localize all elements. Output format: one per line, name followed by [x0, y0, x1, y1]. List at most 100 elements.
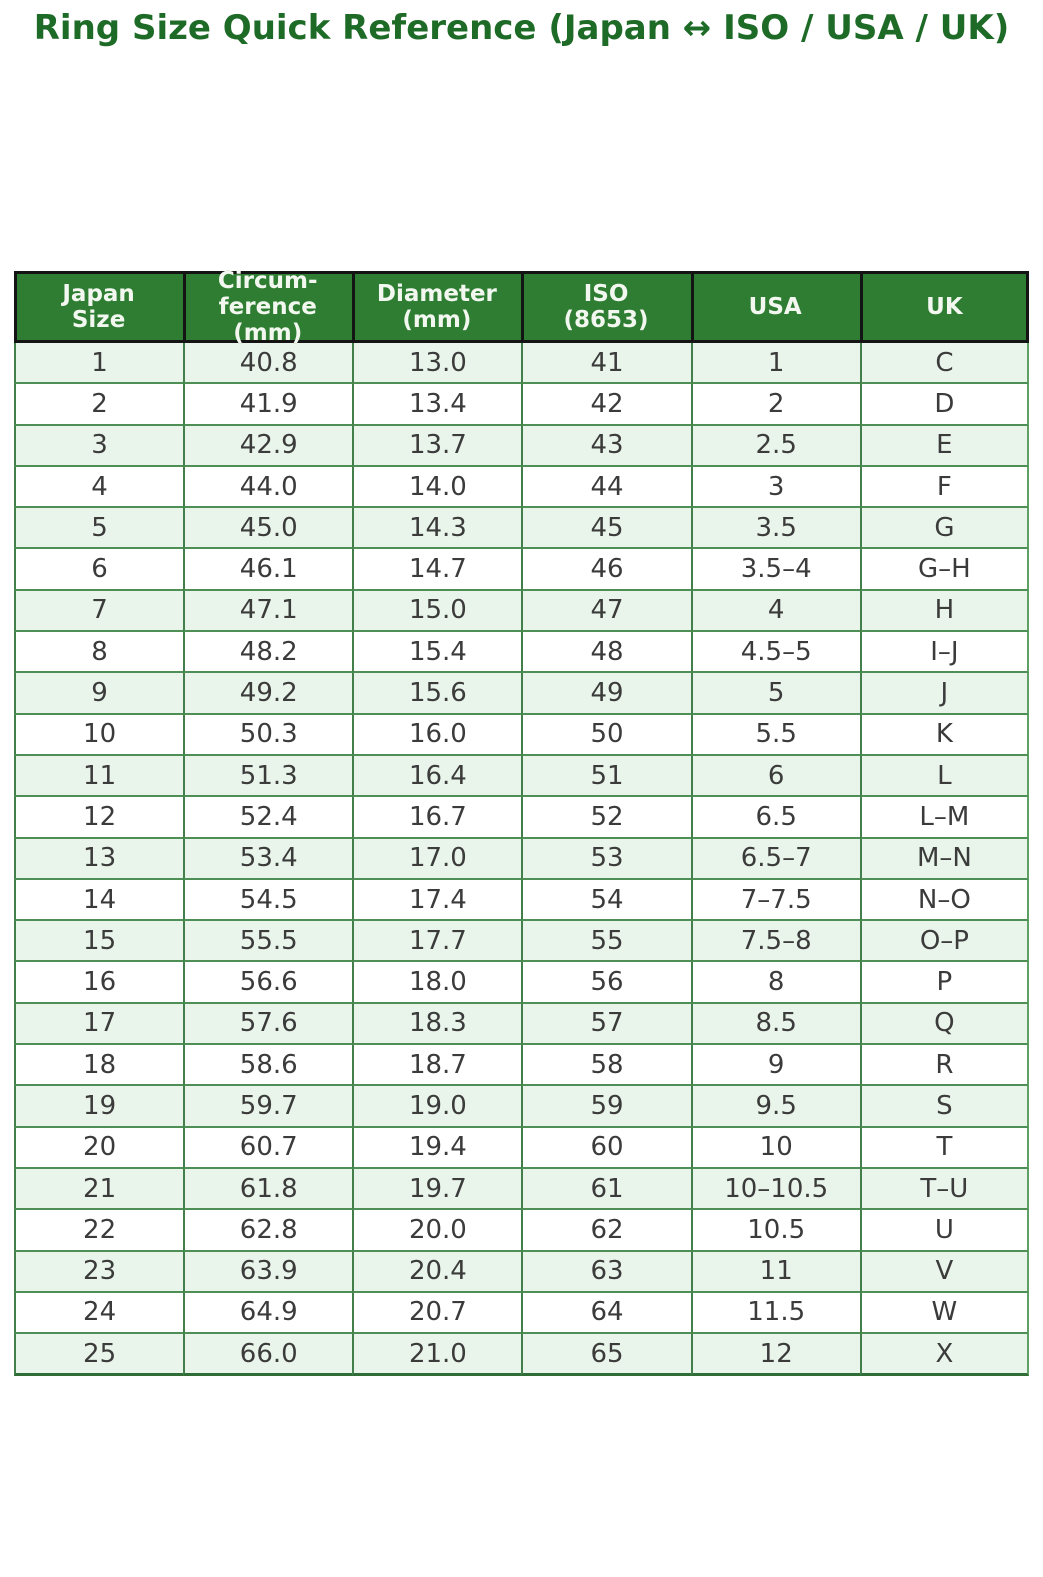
cell-diameter: 17.0: [352, 838, 522, 880]
cell-japan: 21: [14, 1168, 184, 1211]
cell-circumference: 46.1: [183, 549, 353, 591]
cell-uk: G: [859, 508, 1029, 550]
cell-usa: 10–10.5: [690, 1168, 860, 1211]
cell-diameter: 16.7: [352, 797, 522, 839]
cell-usa: 6: [690, 755, 860, 798]
cell-uk: N–O: [859, 879, 1029, 922]
cell-circumference: 61.8: [183, 1168, 353, 1211]
cell-japan: 8: [14, 632, 184, 674]
cell-iso: 61: [521, 1168, 691, 1211]
page-title: Ring Size Quick Reference (Japan ↔ ISO /…: [33, 8, 1010, 48]
cell-iso: 56: [521, 962, 691, 1004]
col-header-uk: UK UK: [859, 271, 1029, 343]
cell-usa: 7.5–8: [690, 921, 860, 963]
col-header-usa-label: USA: [748, 294, 802, 320]
cell-diameter: 18.7: [352, 1045, 522, 1087]
cell-iso: 51: [521, 755, 691, 798]
cell-uk: P: [859, 962, 1029, 1004]
cell-circumference: 59.7: [183, 1086, 353, 1128]
cell-japan: 3: [14, 425, 184, 467]
cell-japan: 15: [14, 921, 184, 963]
cell-uk: C: [859, 343, 1029, 385]
cell-circumference: 54.5: [183, 879, 353, 922]
cell-uk: I–J: [859, 632, 1029, 674]
table-row: 6 46.1 14.7 46 3.5–4 G–H: [14, 549, 1029, 591]
table-row: 4 44.0 14.0 44 3 F: [14, 466, 1029, 509]
table-row: 17 57.6 18.3 57 8.5 Q: [14, 1003, 1029, 1046]
cell-japan: 19: [14, 1086, 184, 1128]
cell-iso: 42: [521, 384, 691, 426]
cell-diameter: 17.4: [352, 879, 522, 922]
cell-circumference: 49.2: [183, 673, 353, 715]
cell-circumference: 44.0: [183, 466, 353, 509]
col-header-uk-label: UK: [926, 294, 963, 320]
cell-uk: T–U: [859, 1168, 1029, 1211]
cell-iso: 60: [521, 1127, 691, 1169]
table-row: 1 40.8 13.0 41 1 C: [14, 343, 1029, 385]
cell-usa: 8.5: [690, 1003, 860, 1046]
cell-iso: 53: [521, 838, 691, 880]
cell-usa: 11.5: [690, 1292, 860, 1335]
cell-uk: L–M: [859, 797, 1029, 839]
table-row: 19 59.7 19.0 59 9.5 S: [14, 1086, 1029, 1128]
cell-usa: 2: [690, 384, 860, 426]
table-row: 21 61.8 19.7 61 10–10.5 T–U: [14, 1168, 1029, 1211]
cell-uk: U: [859, 1210, 1029, 1252]
cell-japan: 23: [14, 1251, 184, 1293]
cell-uk: V: [859, 1251, 1029, 1293]
col-header-diameter: Diameter (mm) Diameter (mm): [352, 271, 522, 343]
table-row: 25 66.0 21.0 65 12 X: [14, 1334, 1029, 1377]
cell-uk: Q: [859, 1003, 1029, 1046]
col-header-japan-size: Japan Size Japan Size: [14, 271, 184, 343]
cell-usa: 10: [690, 1127, 860, 1169]
cell-japan: 20: [14, 1127, 184, 1169]
cell-iso: 63: [521, 1251, 691, 1293]
cell-circumference: 62.8: [183, 1210, 353, 1252]
cell-diameter: 15.6: [352, 673, 522, 715]
cell-japan: 11: [14, 755, 184, 798]
col-header-diameter-label: Diameter (mm): [376, 281, 497, 333]
cell-usa: 7–7.5: [690, 879, 860, 922]
cell-diameter: 14.0: [352, 466, 522, 509]
cell-diameter: 18.3: [352, 1003, 522, 1046]
table-row: 24 64.9 20.7 64 11.5 W: [14, 1292, 1029, 1335]
table-row: 11 51.3 16.4 51 6 L: [14, 755, 1029, 798]
cell-diameter: 19.0: [352, 1086, 522, 1128]
table-row: 16 56.6 18.0 56 8 P: [14, 962, 1029, 1004]
cell-usa: 3.5: [690, 508, 860, 550]
header-cell-background: [690, 271, 860, 343]
cell-circumference: 42.9: [183, 425, 353, 467]
table-row: 20 60.7 19.4 60 10 T: [14, 1127, 1029, 1169]
cell-japan: 16: [14, 962, 184, 1004]
cell-uk: T: [859, 1127, 1029, 1169]
cell-iso: 57: [521, 1003, 691, 1046]
cell-uk: W: [859, 1292, 1029, 1335]
cell-circumference: 60.7: [183, 1127, 353, 1169]
cell-iso: 41: [521, 343, 691, 385]
table-row: 12 52.4 16.7 52 6.5 L–M: [14, 797, 1029, 839]
cell-usa: 3.5–4: [690, 549, 860, 591]
cell-uk: D: [859, 384, 1029, 426]
cell-uk: K: [859, 714, 1029, 756]
col-header-circumference: Circum- ference (mm) Circum- ference (mm…: [183, 268, 353, 346]
table-header: Japan Size Japan Size Circum- ference (m…: [14, 268, 1029, 346]
cell-iso: 47: [521, 590, 691, 633]
cell-uk: M–N: [859, 838, 1029, 880]
col-header-iso-label: ISO (8653): [563, 281, 649, 333]
cell-usa: 12: [690, 1334, 860, 1377]
cell-iso: 50: [521, 714, 691, 756]
cell-diameter: 15.4: [352, 632, 522, 674]
cell-uk: R: [859, 1045, 1029, 1087]
cell-diameter: 15.0: [352, 590, 522, 633]
table-row: 8 48.2 15.4 48 4.5–5 I–J: [14, 632, 1029, 674]
cell-iso: 52: [521, 797, 691, 839]
cell-usa: 9: [690, 1045, 860, 1087]
cell-japan: 10: [14, 714, 184, 756]
cell-uk: S: [859, 1086, 1029, 1128]
cell-uk: X: [859, 1334, 1029, 1377]
table-body: 1 40.8 13.0 41 1 C 2 41.9 13.4 42 2 D 3 42.9 13.7 43 2.5…: [14, 343, 1029, 1377]
header-cell-background: [352, 271, 522, 343]
cell-diameter: 13.0: [352, 343, 522, 385]
cell-diameter: 16.4: [352, 755, 522, 798]
cell-japan: 5: [14, 508, 184, 550]
